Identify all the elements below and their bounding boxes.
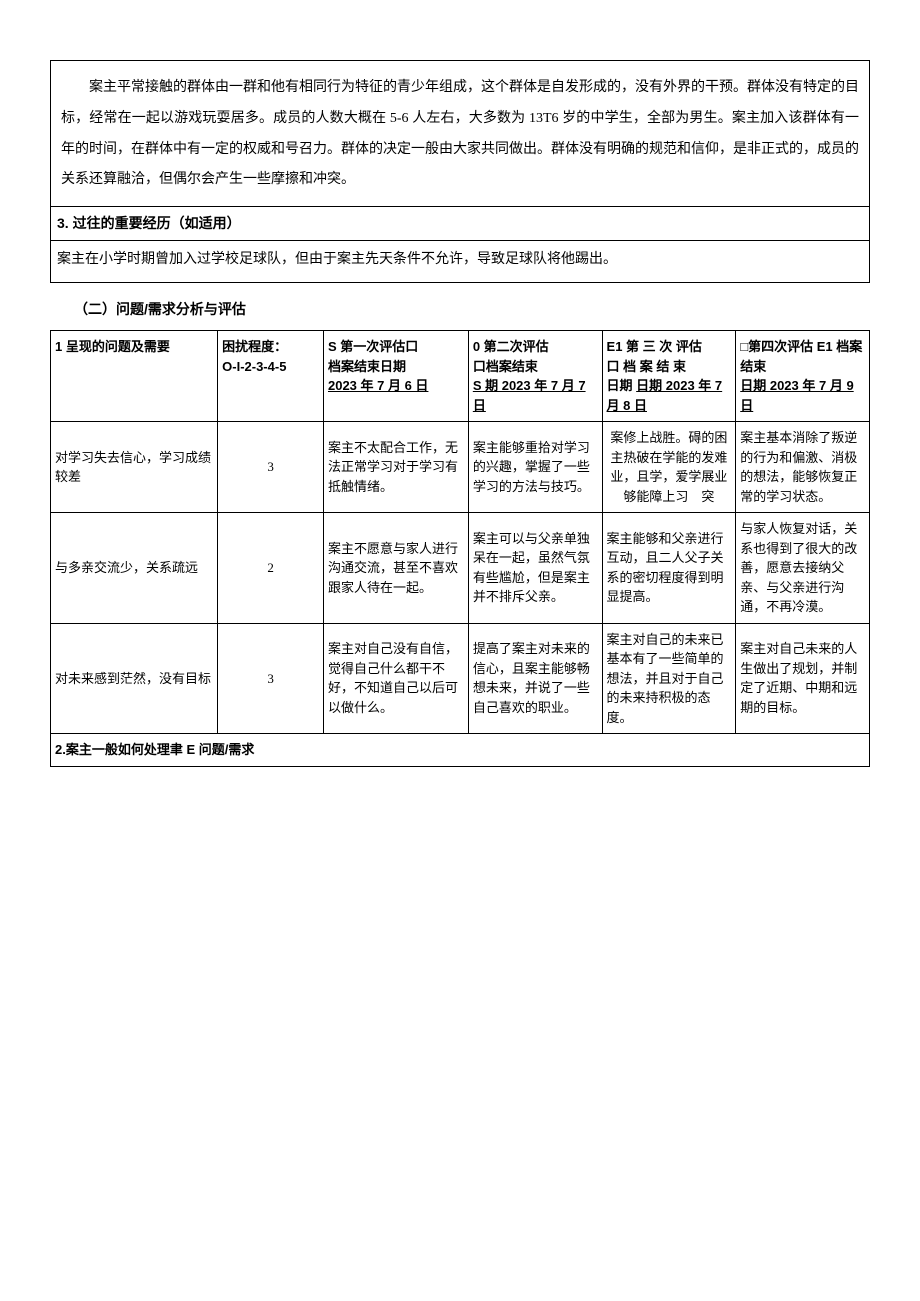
cell-issue: 对未来感到茫然，没有目标 [51, 623, 218, 734]
cell-a1: 案主不太配合工作，无法正常学习对于学习有抵触情绪。 [323, 422, 468, 513]
header-a1-l3: 2023 年 7 月 6 日 [328, 378, 428, 393]
header-a2-l2: 口档案结束 [473, 359, 538, 374]
header-a1-l2: 档案结束日期 [328, 359, 406, 374]
table-row: 与多亲交流少，关系疏远 2 案主不愿意与家人进行沟通交流，甚至不喜欢跟家人待在一… [51, 513, 870, 624]
header-difficulty: 困扰程度： O-I-2-3-4-5 [218, 331, 324, 422]
cell-a2: 案主可以与父亲单独呆在一起，虽然气氛有些尴尬，但是案主并不排斥父亲。 [468, 513, 602, 624]
header-assess-4: □第四次评估 E1 档案结束 日期 2023 年 7 月 9 日 [736, 331, 870, 422]
header-a3-l3a: 日期 [607, 378, 637, 393]
header-issue-text: 1 呈现的问题及需要 [55, 339, 170, 354]
content-frame: 案主平常接触的群体由一群和他有相同行为特征的青少年组成，这个群体是自发形成的，没… [50, 60, 870, 283]
header-assess-2: 0 第二次评估 口档案结束 S 期 2023 年 7 月 7 日 [468, 331, 602, 422]
header-a2-l3: S 期 2023 年 7 月 7 日 [473, 378, 586, 413]
section-3-title: 3. 过往的重要经历（如适用） [51, 206, 869, 240]
header-assess-3: E1 第 三 次 评估 口 档 案 结 束 日期 日期 2023 年 7 月 8… [602, 331, 736, 422]
header-difficulty-l2: O-I-2-3-4-5 [222, 359, 286, 374]
cell-issue: 与多亲交流少，关系疏远 [51, 513, 218, 624]
cell-a4: 案主基本消除了叛逆的行为和偏激、消极的想法，能够恢复正常的学习状态。 [736, 422, 870, 513]
header-a3-l1: E1 第 三 次 评估 [607, 339, 702, 354]
header-difficulty-l1: 困扰程度： [222, 339, 287, 354]
table-row: 对未来感到茫然，没有目标 3 案主对自己没有自信，觉得自己什么都干不好，不知道自… [51, 623, 870, 734]
header-a1-l1: S 第一次评估口 [328, 339, 418, 354]
cell-difficulty: 3 [218, 422, 324, 513]
cell-a1: 案主对自己没有自信，觉得自己什么都干不好，不知道自己以后可以做什么。 [323, 623, 468, 734]
footer-cell: 2.案主一般如何处理聿 E 问题/需求 [51, 734, 870, 767]
cell-difficulty: 2 [218, 513, 324, 624]
intro-paragraph-block: 案主平常接触的群体由一群和他有相同行为特征的青少年组成，这个群体是自发形成的，没… [51, 61, 869, 206]
header-issue: 1 呈现的问题及需要 [51, 331, 218, 422]
cell-a4: 与家人恢复对话，关系也得到了很大的改善，愿意去接纳父亲、与父亲进行沟通，不再冷漠… [736, 513, 870, 624]
cell-a3: 案主能够和父亲进行互动，且二人父子关系的密切程度得到明显提高。 [602, 513, 736, 624]
intro-paragraph: 案主平常接触的群体由一群和他有相同行为特征的青少年组成，这个群体是自发形成的，没… [61, 73, 859, 196]
header-a2-l1: 0 第二次评估 [473, 339, 549, 354]
header-a3-l2: 口 档 案 结 束 [607, 359, 686, 374]
section-3-body: 案主在小学时期曾加入过学校足球队，但由于案主先天条件不允许，导致足球队将他踢出。 [51, 240, 869, 282]
cell-a1: 案主不愿意与家人进行沟通交流，甚至不喜欢跟家人待在一起。 [323, 513, 468, 624]
cell-a3-garbled: 案修上战胜。碍的困主热破在学能的发难业，且学，爱学展业够能障上习 突 [602, 422, 736, 513]
assessment-table: 1 呈现的问题及需要 困扰程度： O-I-2-3-4-5 S 第一次评估口 档案… [50, 330, 870, 767]
cell-a2: 提高了案主对未来的信心，且案主能够畅想未来，并说了一些自己喜欢的职业。 [468, 623, 602, 734]
table-row: 对学习失去信心，学习成绩较差 3 案主不太配合工作，无法正常学习对于学习有抵触情… [51, 422, 870, 513]
header-assess-1: S 第一次评估口 档案结束日期 2023 年 7 月 6 日 [323, 331, 468, 422]
cell-a2: 案主能够重拾对学习的兴趣，掌握了一些学习的方法与技巧。 [468, 422, 602, 513]
table-header-row: 1 呈现的问题及需要 困扰程度： O-I-2-3-4-5 S 第一次评估口 档案… [51, 331, 870, 422]
header-a4-l2: 日期 2023 年 7 月 9 日 [740, 378, 853, 413]
cell-a3: 案主对自己的未来已基本有了一些简单的想法，并且对于自己的未来持积极的态度。 [602, 623, 736, 734]
cell-a4: 案主对自己未来的人生做出了规划，并制定了近期、中期和远期的目标。 [736, 623, 870, 734]
table-footer-row: 2.案主一般如何处理聿 E 问题/需求 [51, 734, 870, 767]
header-a4-l1: □第四次评估 E1 档案结束 [740, 339, 862, 374]
subsection-heading: （二）问题/需求分析与评估 [50, 283, 870, 330]
cell-issue: 对学习失去信心，学习成绩较差 [51, 422, 218, 513]
cell-difficulty: 3 [218, 623, 324, 734]
